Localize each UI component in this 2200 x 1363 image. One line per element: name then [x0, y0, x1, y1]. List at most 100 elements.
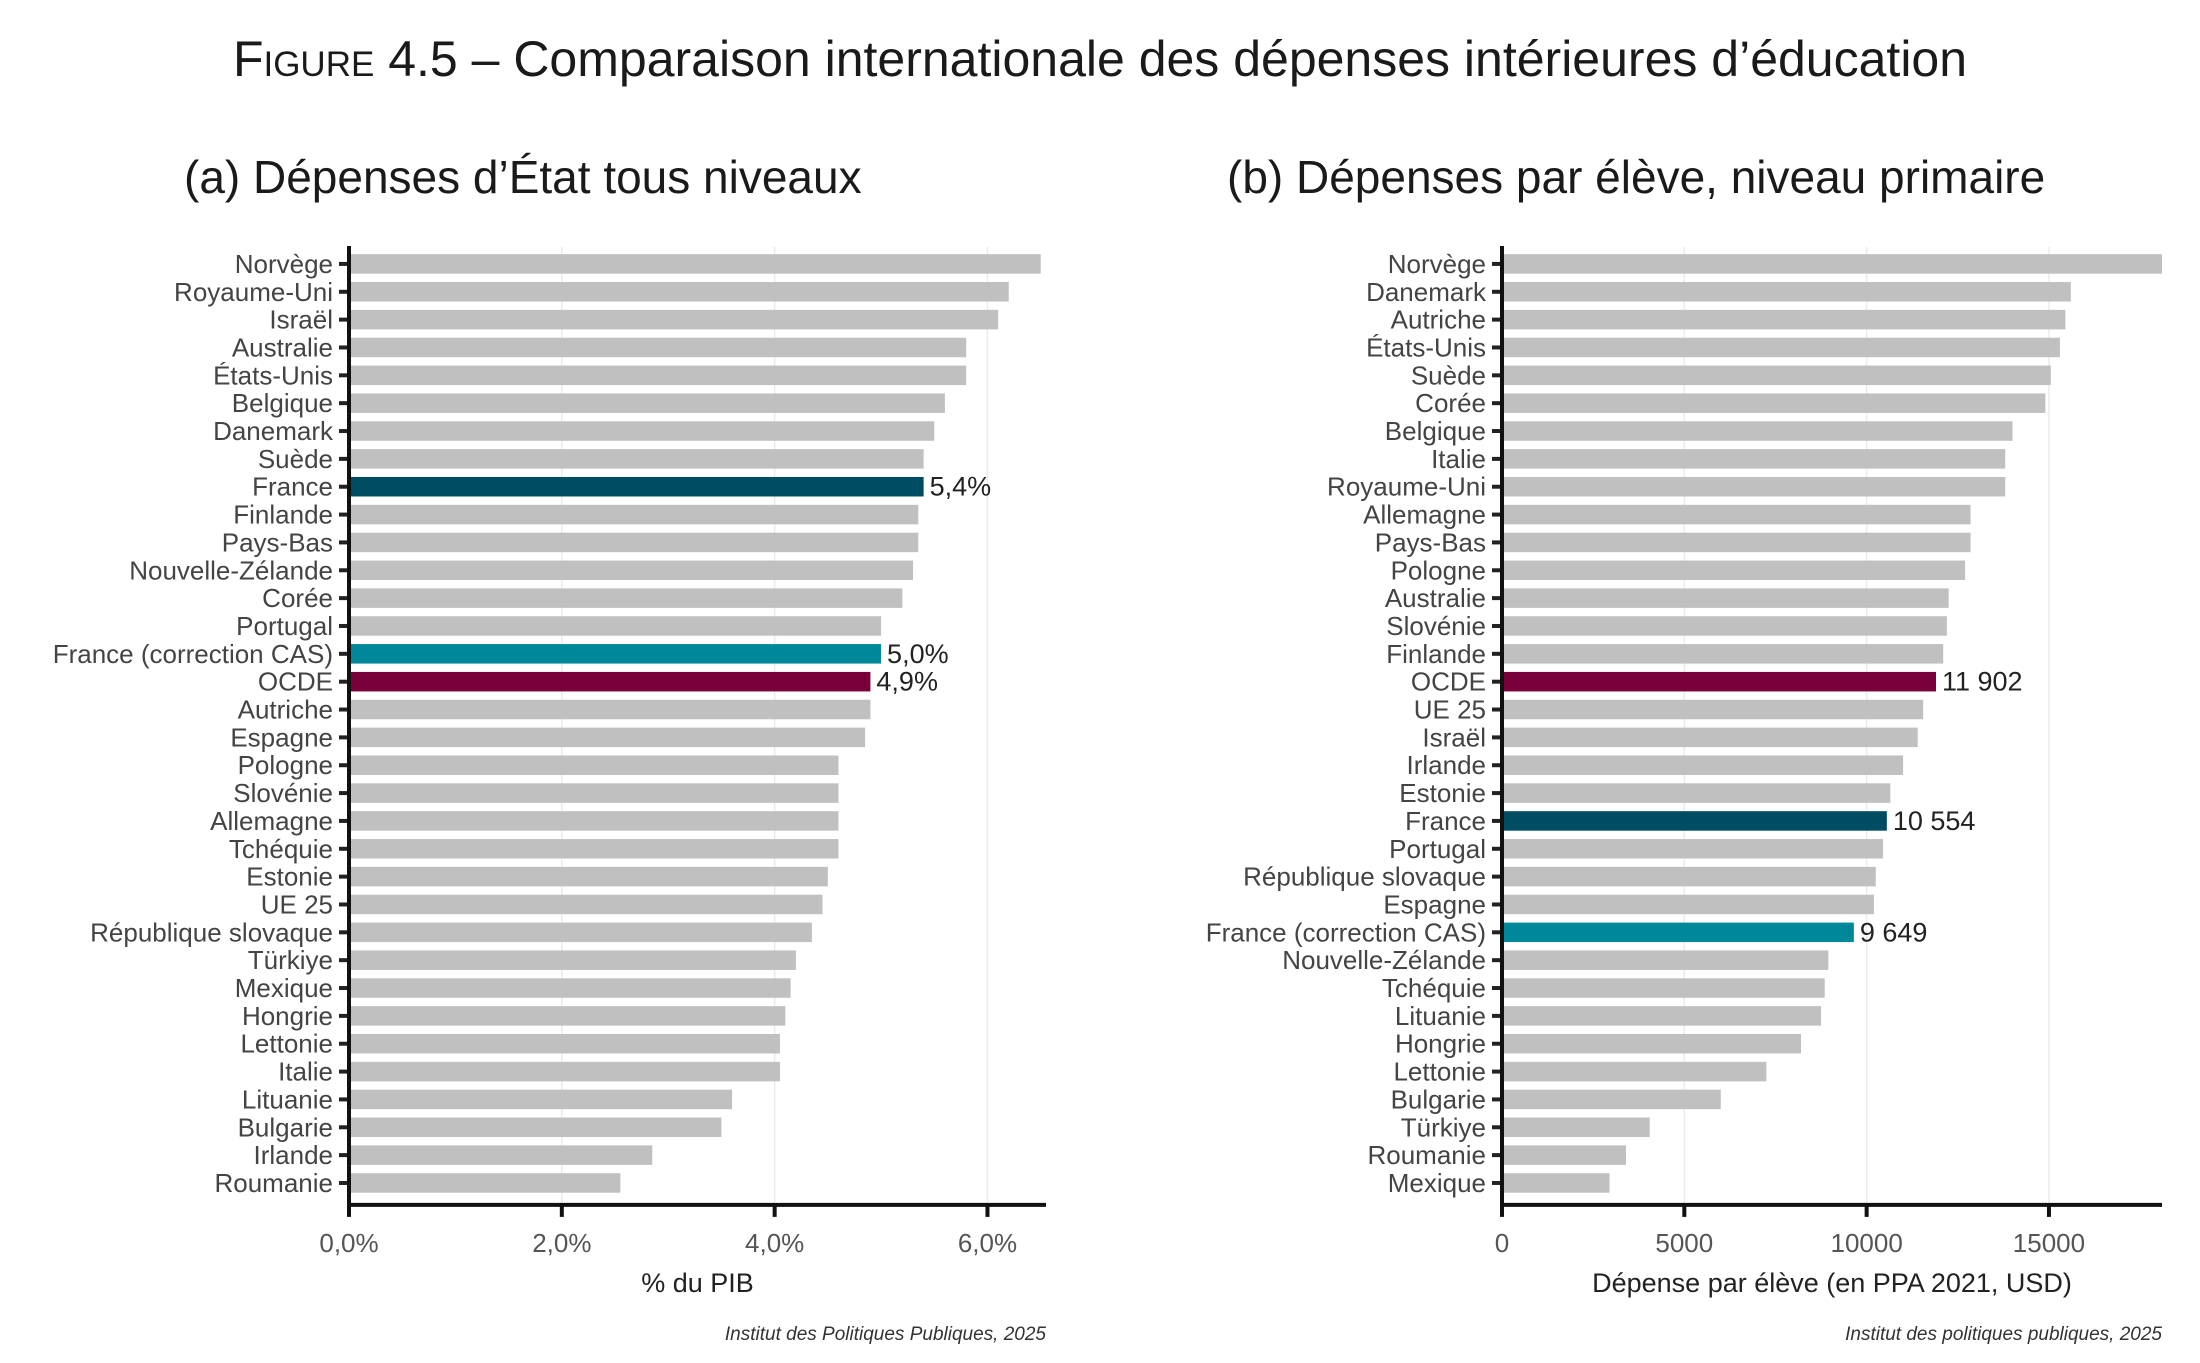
bar-a-31	[351, 1117, 722, 1138]
category-label-b-33: Mexique	[1388, 1168, 1486, 1198]
xtick-label-a-3: 6,0%	[958, 1228, 1017, 1258]
category-label-a-31: Bulgarie	[238, 1112, 333, 1142]
category-label-a-33: Roumanie	[214, 1168, 333, 1198]
category-label-b-30: Bulgarie	[1391, 1084, 1486, 1114]
category-label-a-13: Portugal	[236, 611, 333, 641]
category-label-b-32: Roumanie	[1367, 1140, 1486, 1170]
x-axis-title-b: Dépense par élève (en PPA 2021, USD)	[1592, 1268, 2072, 1298]
bar-b-14	[1504, 644, 1944, 664]
bar-a-6	[351, 421, 935, 441]
xtick-label-b-3: 15000	[2013, 1228, 2085, 1258]
category-label-a-26: Mexique	[235, 973, 333, 1003]
category-label-b-9: Allemagne	[1363, 500, 1486, 530]
category-label-a-7: Suède	[258, 444, 333, 474]
category-label-a-8: France	[252, 472, 333, 502]
category-label-b-17: Israël	[1422, 722, 1486, 752]
bar-b-15	[1504, 671, 1936, 692]
figure-caption: – Comparaison internationale des dépense…	[457, 31, 1968, 87]
category-label-b-5: Corée	[1415, 388, 1486, 418]
figure-title: Figure 4.5 – Comparaison internationale …	[0, 30, 2200, 88]
category-label-b-23: Espagne	[1383, 889, 1486, 919]
data-label-b-15: 11 902	[1942, 667, 2023, 697]
bar-b-6	[1504, 421, 2013, 441]
bar-b-32	[1504, 1145, 1626, 1165]
category-label-a-32: Irlande	[254, 1140, 334, 1170]
bar-b-9	[1504, 504, 1971, 525]
category-label-b-3: États-Unis	[1366, 332, 1486, 362]
category-label-a-30: Lituanie	[242, 1084, 333, 1114]
bar-a-33	[351, 1173, 621, 1193]
category-label-a-4: États-Unis	[213, 360, 333, 390]
bar-a-22	[351, 866, 828, 887]
bar-b-2	[1504, 309, 2066, 330]
bar-a-14	[351, 644, 882, 664]
category-label-a-22: Estonie	[246, 862, 333, 892]
bar-a-12	[351, 588, 903, 608]
category-label-b-6: Belgique	[1385, 416, 1486, 446]
category-label-a-27: Hongrie	[242, 1001, 333, 1031]
bar-a-23	[351, 894, 823, 915]
source-note-a: Institut des Politiques Publiques, 2025	[725, 1324, 1047, 1345]
bar-a-9	[351, 504, 919, 525]
data-label-a-14: 5,0%	[887, 639, 949, 669]
category-label-b-25: Nouvelle-Zélande	[1282, 945, 1486, 975]
bar-a-30	[351, 1089, 733, 1110]
category-label-b-11: Pologne	[1391, 555, 1486, 585]
panel-b-title: (b) Dépenses par élève, niveau primaire	[1227, 151, 2046, 203]
bar-a-26	[351, 978, 791, 998]
bar-a-15	[351, 671, 871, 692]
category-label-a-23: UE 25	[261, 889, 333, 919]
category-label-b-0: Norvège	[1388, 249, 1486, 279]
category-label-a-14: France (correction CAS)	[53, 639, 333, 669]
bar-b-16	[1504, 699, 1924, 720]
bar-a-10	[351, 532, 919, 553]
bar-a-24	[351, 922, 812, 943]
category-label-a-20: Allemagne	[210, 806, 333, 836]
bar-b-20	[1504, 811, 1887, 831]
panel-a-title: (a) Dépenses d’État tous niveaux	[184, 151, 862, 203]
bar-b-30	[1504, 1089, 1721, 1110]
category-label-a-5: Belgique	[232, 388, 333, 418]
bar-a-28	[351, 1033, 780, 1054]
category-label-a-29: Italie	[278, 1057, 333, 1087]
category-label-b-14: Finlande	[1386, 639, 1486, 669]
bar-b-22	[1504, 866, 1876, 887]
category-label-b-21: Portugal	[1389, 834, 1486, 864]
category-label-a-25: Türkiye	[248, 945, 333, 975]
bar-a-8	[351, 476, 924, 497]
bar-a-3	[351, 337, 967, 358]
category-label-a-0: Norvège	[235, 249, 333, 279]
xtick-label-a-1: 2,0%	[532, 1228, 591, 1258]
bar-b-1	[1504, 282, 2071, 302]
bar-a-19	[351, 783, 839, 803]
category-label-a-18: Pologne	[238, 750, 333, 780]
bar-b-5	[1504, 393, 2046, 413]
bar-b-17	[1504, 727, 1918, 748]
xtick-label-a-0: 0,0%	[319, 1228, 378, 1258]
category-label-b-27: Lituanie	[1395, 1001, 1486, 1031]
data-label-a-15: 4,9%	[876, 667, 938, 697]
bar-b-10	[1504, 532, 1971, 553]
category-label-b-24: France (correction CAS)	[1206, 917, 1486, 947]
bar-a-1	[351, 282, 1009, 302]
bar-a-16	[351, 699, 871, 720]
category-label-b-15: OCDE	[1411, 667, 1486, 697]
bar-a-7	[351, 449, 924, 469]
bar-a-11	[351, 560, 913, 581]
category-label-a-9: Finlande	[233, 500, 333, 530]
bar-b-25	[1504, 950, 1829, 970]
bar-a-20	[351, 811, 839, 831]
bar-b-12	[1504, 588, 1949, 608]
category-label-b-31: Türkiye	[1401, 1112, 1486, 1142]
data-label-b-24: 9 649	[1860, 917, 1928, 947]
category-label-a-15: OCDE	[258, 667, 333, 697]
category-label-b-7: Italie	[1431, 444, 1486, 474]
category-label-b-26: Tchéquie	[1382, 973, 1486, 1003]
category-label-b-2: Autriche	[1391, 305, 1486, 335]
data-label-a-8: 5,4%	[930, 472, 992, 502]
category-label-b-16: UE 25	[1414, 695, 1486, 725]
category-label-a-11: Nouvelle-Zélande	[129, 555, 333, 585]
category-label-a-28: Lettonie	[240, 1029, 333, 1059]
category-label-a-21: Tchéquie	[229, 834, 333, 864]
